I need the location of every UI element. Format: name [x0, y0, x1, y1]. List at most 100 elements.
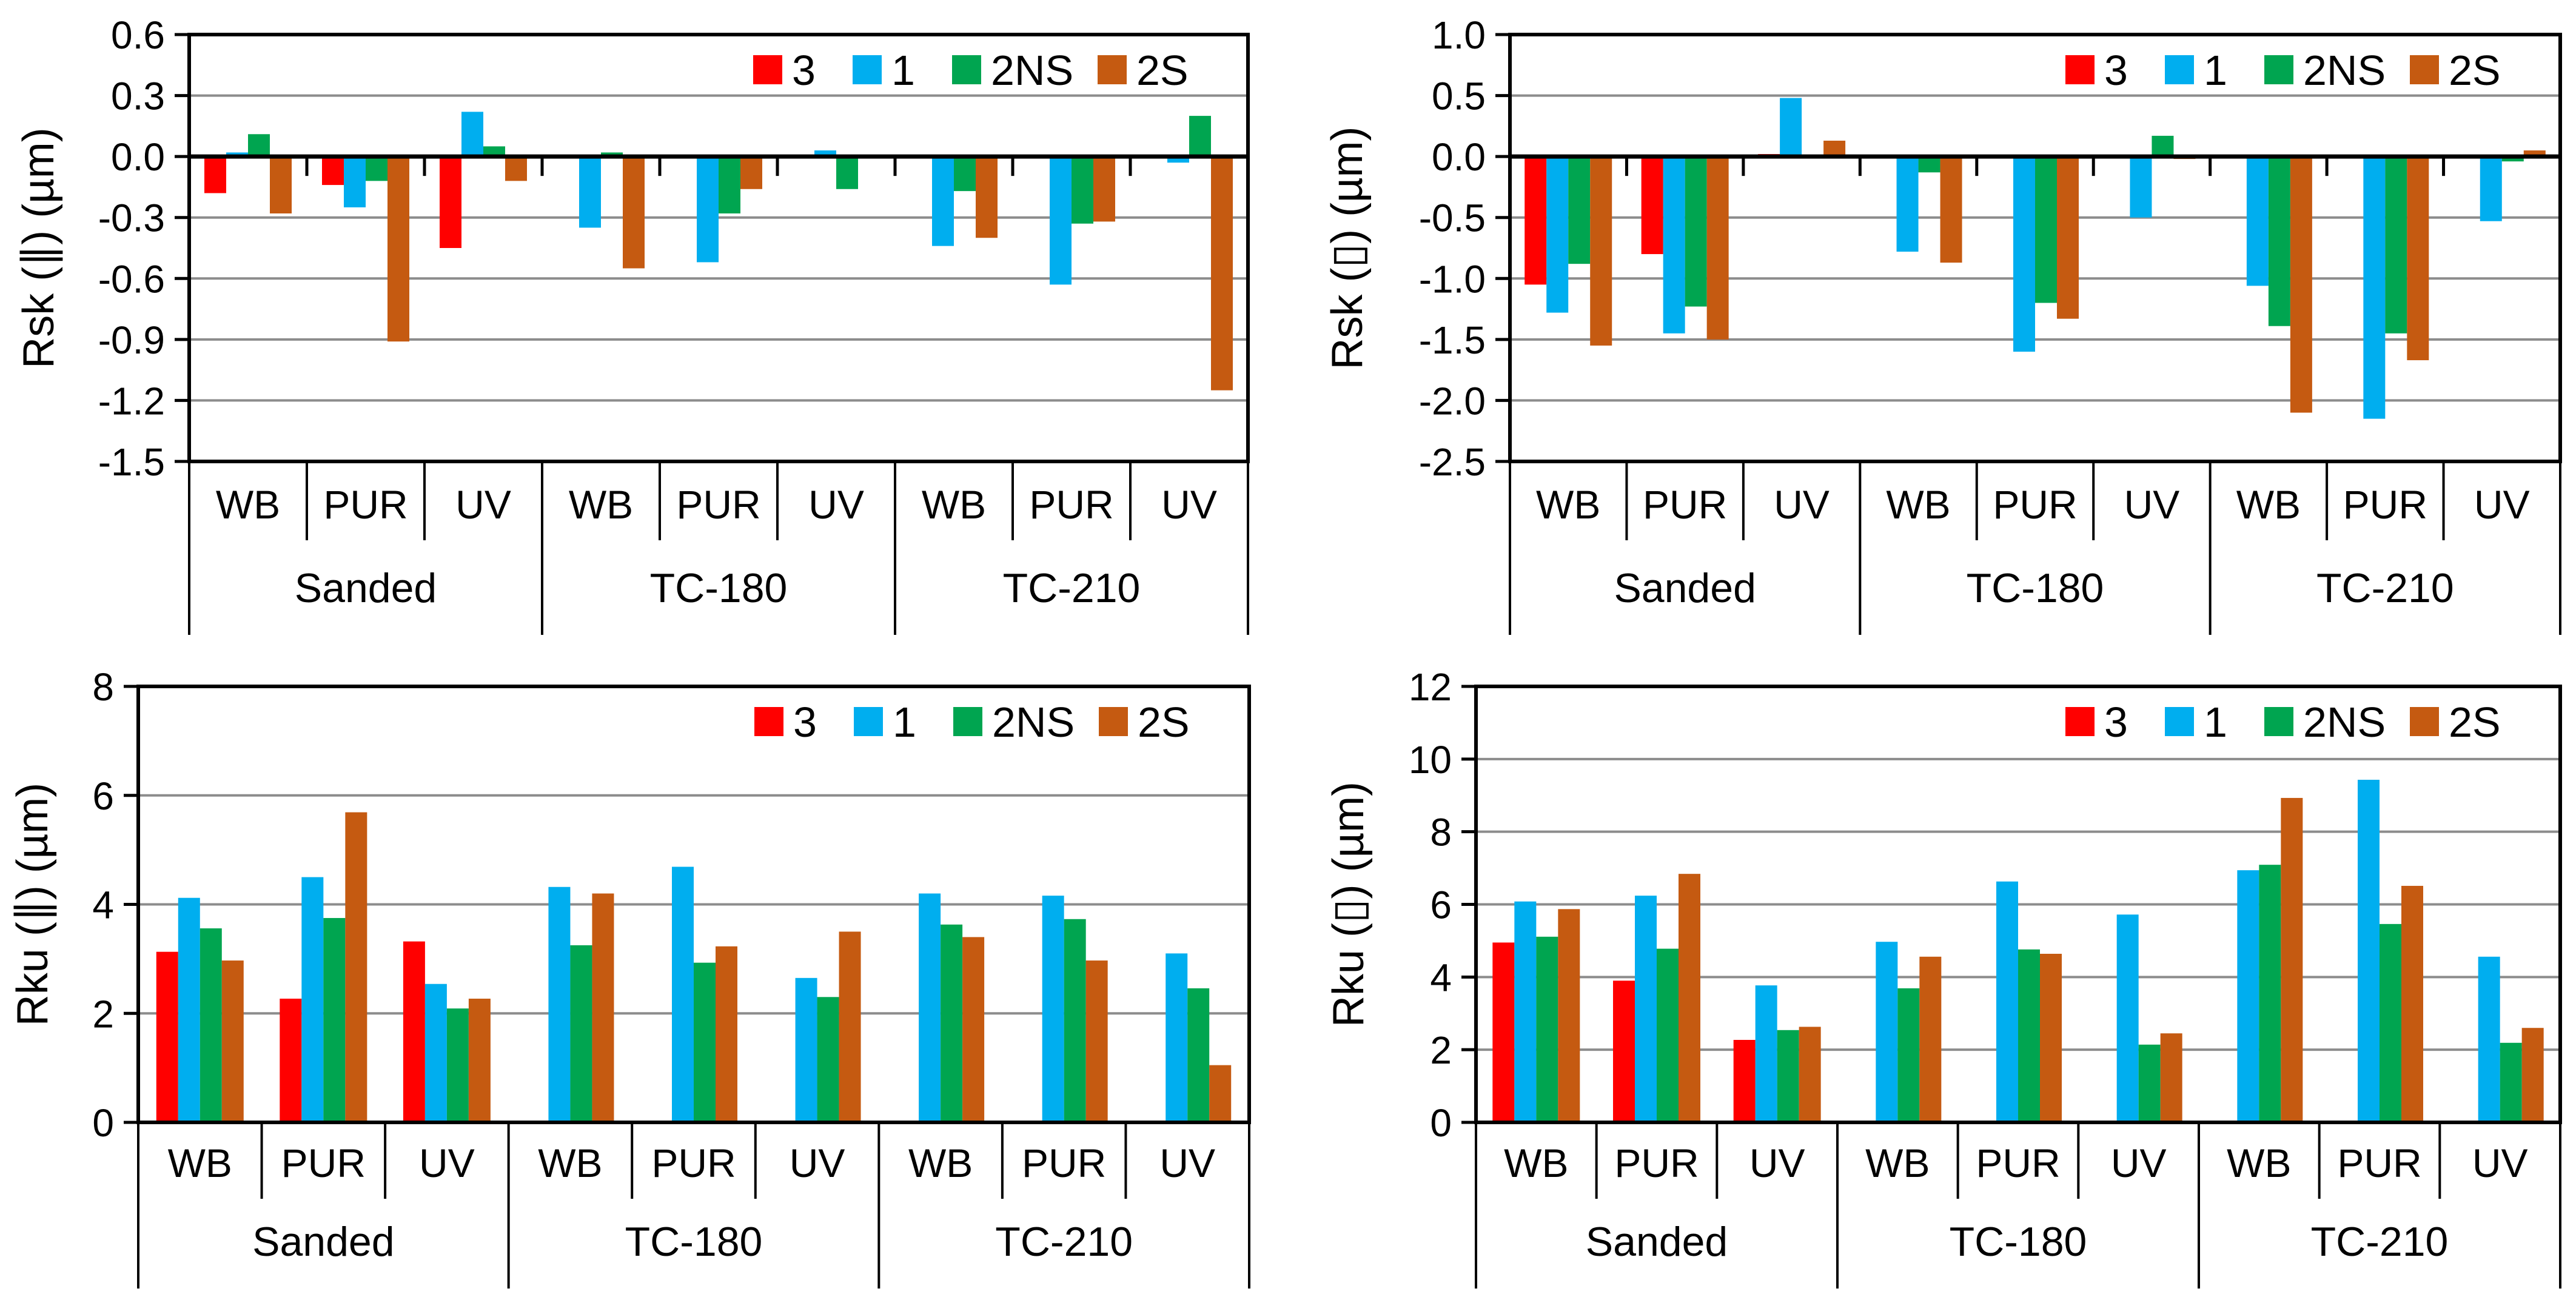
bar-2S-TC-180-PUR [2057, 156, 2079, 319]
bar-2S-TC-210-WB [2290, 156, 2312, 413]
bar-1-Sanded-WB [1514, 901, 1537, 1122]
bar-2S-TC-210-PUR [1093, 156, 1115, 222]
chart-rku-perpendicular-plot: 12 10 8 6 4 2 0 WB PUR UV Sanded WB PUR UV TC-180 WB PUR… [1324, 665, 2562, 1289]
bar-2NS-TC-180-UV [2152, 135, 2174, 157]
y-tick-label: 0.0 [1432, 135, 1486, 179]
bar-1-TC-180-WB [548, 886, 571, 1122]
legend-swatch-1 [2165, 55, 2194, 84]
y-tick-label: 8 [1430, 811, 1452, 854]
coating-label: UV [2474, 482, 2530, 527]
coating-label: PUR [1614, 1141, 1699, 1185]
coating-label: PUR [1029, 482, 1113, 527]
bar-1-Sanded-PUR [301, 877, 324, 1122]
coating-label: PUR [2343, 482, 2427, 527]
bar-2S-Sanded-UV [1823, 140, 1846, 157]
legend-swatch-3 [2065, 55, 2095, 84]
bar-2NS-Sanded-UV [1777, 1030, 1799, 1122]
bar-2NS-TC-210-PUR [1072, 156, 1093, 224]
bar-1-TC-210-PUR [1050, 156, 1072, 285]
bar-2S-TC-210-PUR [2401, 885, 2423, 1122]
bar-2NS-TC-180-UV [2138, 1044, 2161, 1122]
bar-2NS-Sanded-PUR [366, 156, 387, 181]
bar-1-TC-180-WB [1876, 942, 1898, 1122]
bar-2S-TC-180-WB [623, 156, 645, 269]
bar-1-TC-210-PUR [1042, 896, 1064, 1122]
coating-label: WB [1504, 1141, 1568, 1185]
legend-swatch-2S [2410, 707, 2439, 736]
bar-2NS-TC-210-PUR [2385, 156, 2407, 333]
bar-2S-TC-180-WB [1940, 156, 1962, 263]
coating-label: PUR [1993, 482, 2077, 527]
bar-1-TC-210-PUR [2358, 779, 2380, 1122]
bar-2S-Sanded-PUR [1679, 874, 1700, 1122]
legend-swatch-2S [2410, 55, 2439, 84]
bar-3-Sanded-WB [156, 951, 178, 1122]
y-tick-label: -1.5 [98, 440, 165, 484]
y-tick-label: 0.6 [111, 13, 165, 57]
bar-1-Sanded-UV [1780, 98, 1802, 157]
bar-2S-TC-180-PUR [2040, 953, 2062, 1122]
chart-rsk-parallel-plot: 0.6 0.3 0.0 -0.3 -0.6 -0.9 -1.2 -1.5 WB PUR UV Sand… [15, 13, 1250, 635]
y-tick-label: 2 [1430, 1028, 1452, 1072]
bar-1-TC-180-PUR [1996, 881, 2018, 1122]
bar-2NS-TC-180-PUR [2035, 156, 2057, 303]
bar-2S-TC-210-WB [976, 156, 998, 238]
chart-rku-parallel: 8 6 4 2 0 WB PUR UV Sanded WB PUR UV TC-180 WB PUR UV TC… [0, 649, 1288, 1297]
coating-label: WB [2236, 482, 2301, 527]
bar-1-TC-180-UV [2116, 914, 2139, 1122]
bar-2S-Sanded-PUR [345, 812, 367, 1122]
y-tick-label: -1.2 [98, 379, 165, 423]
coating-label: WB [569, 482, 633, 527]
legend-label: 3 [792, 47, 816, 94]
coating-label: PUR [1022, 1141, 1106, 1185]
y-tick-label: 6 [1430, 883, 1452, 927]
legend-label: 2S [2449, 47, 2501, 94]
bar-2NS-Sanded-UV [446, 1008, 469, 1122]
coating-label: UV [2472, 1141, 2528, 1185]
coating-label: UV [1749, 1141, 1805, 1185]
chart-rku-parallel-plot: 8 6 4 2 0 WB PUR UV Sanded WB PUR UV TC-180 WB PUR UV TC… [8, 665, 1251, 1289]
legend-swatch-2S [1099, 707, 1128, 736]
bar-2S-Sanded-WB [221, 960, 244, 1122]
coating-label: UV [2124, 482, 2180, 527]
bar-2S-Sanded-WB [1590, 156, 1612, 346]
treatment-label: Sanded [1586, 1219, 1728, 1265]
y-tick-label: -0.6 [98, 257, 165, 301]
coating-label: UV [455, 482, 511, 527]
legend-label: 1 [893, 699, 916, 746]
bar-1-TC-180-UV [814, 150, 836, 157]
bar-1-TC-180-WB [579, 156, 601, 228]
legend-label: 1 [2204, 699, 2227, 746]
coating-label: PUR [676, 482, 760, 527]
bar-1-TC-180-UV [2130, 156, 2152, 218]
bar-2NS-TC-210-PUR [1064, 919, 1086, 1122]
y-tick-label: 8 [92, 665, 114, 709]
bar-3-Sanded-UV [440, 156, 461, 248]
plot-border [1508, 33, 2562, 463]
bar-1-TC-210-WB [2246, 156, 2269, 286]
treatment-label: TC-210 [995, 1219, 1133, 1265]
bar-2NS-TC-180-WB [570, 945, 592, 1122]
bar-2S-Sanded-WB [1558, 909, 1580, 1122]
bar-2NS-TC-210-UV [1187, 988, 1210, 1122]
bar-2S-Sanded-PUR [387, 156, 409, 342]
legend-swatch-3 [754, 707, 783, 736]
y-tick-label: 0.5 [1432, 75, 1486, 118]
bar-2S-Sanded-UV [505, 156, 527, 181]
coating-label: UV [808, 482, 864, 527]
bar-2NS-TC-210-PUR [2380, 923, 2401, 1122]
y-tick-label: -1.0 [1419, 257, 1486, 301]
y-tick-label: 2 [92, 992, 114, 1036]
legend-label: 2S [1136, 47, 1189, 94]
coating-label: PUR [1976, 1141, 2060, 1185]
bar-2NS-Sanded-PUR [1685, 156, 1707, 307]
bar-2S-TC-180-UV [2160, 1033, 2182, 1122]
bar-3-Sanded-WB [204, 156, 226, 193]
bar-3-Sanded-PUR [280, 998, 302, 1122]
chart-rku-perpendicular: 12 10 8 6 4 2 0 WB PUR UV Sanded WB PUR UV TC-180 WB PUR… [1288, 649, 2576, 1297]
treatment-label: Sanded [295, 565, 437, 611]
legend-swatch-2NS [2264, 707, 2293, 736]
legend-label: 3 [2104, 47, 2128, 94]
legend-label: 2S [2449, 699, 2501, 746]
